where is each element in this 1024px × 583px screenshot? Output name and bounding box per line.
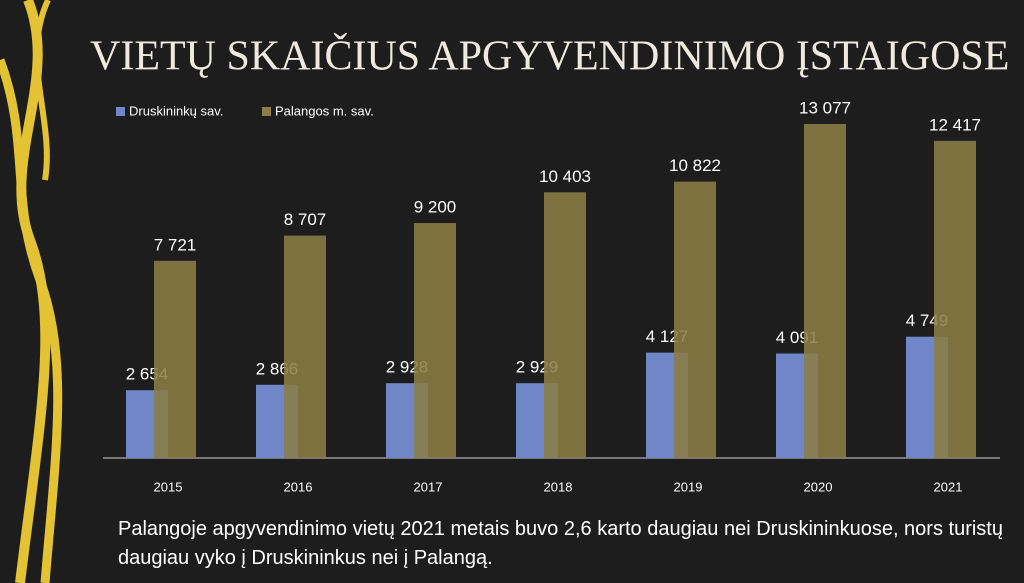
x-tick-label: 2015 xyxy=(154,479,183,494)
bar xyxy=(284,235,326,458)
value-label: 10 403 xyxy=(539,167,591,186)
decor-wave xyxy=(0,58,63,583)
legend-swatch xyxy=(262,107,271,116)
caption: Palangoje apgyvendinimo vietų 2021 metai… xyxy=(118,518,1003,569)
legend-label: Druskininkų sav. xyxy=(129,103,223,118)
chart-title: VIETŲ SKAIČIUS APGYVENDINIMO ĮSTAIGOSE xyxy=(90,33,1009,80)
value-label: 9 200 xyxy=(414,198,457,217)
x-tick-label: 2020 xyxy=(804,479,833,494)
x-tick-label: 2021 xyxy=(934,479,963,494)
bar xyxy=(544,192,586,459)
bar xyxy=(674,181,716,458)
value-label: 12 417 xyxy=(929,115,981,134)
x-tick-label: 2019 xyxy=(674,479,703,494)
x-tick-label: 2017 xyxy=(414,479,443,494)
value-label: 8 707 xyxy=(284,210,327,229)
bar xyxy=(414,223,456,458)
bar xyxy=(154,260,196,458)
legend-swatch xyxy=(116,107,125,116)
bar xyxy=(804,124,846,458)
value-label: 13 077 xyxy=(799,98,851,117)
value-label: 10 822 xyxy=(669,156,721,175)
x-tick-label: 2016 xyxy=(284,479,313,494)
bar xyxy=(934,140,976,459)
x-tick-label: 2018 xyxy=(544,479,573,494)
legend-label: Palangos m. sav. xyxy=(275,103,374,118)
value-label: 7 721 xyxy=(154,235,197,254)
decor-wave xyxy=(33,0,51,181)
